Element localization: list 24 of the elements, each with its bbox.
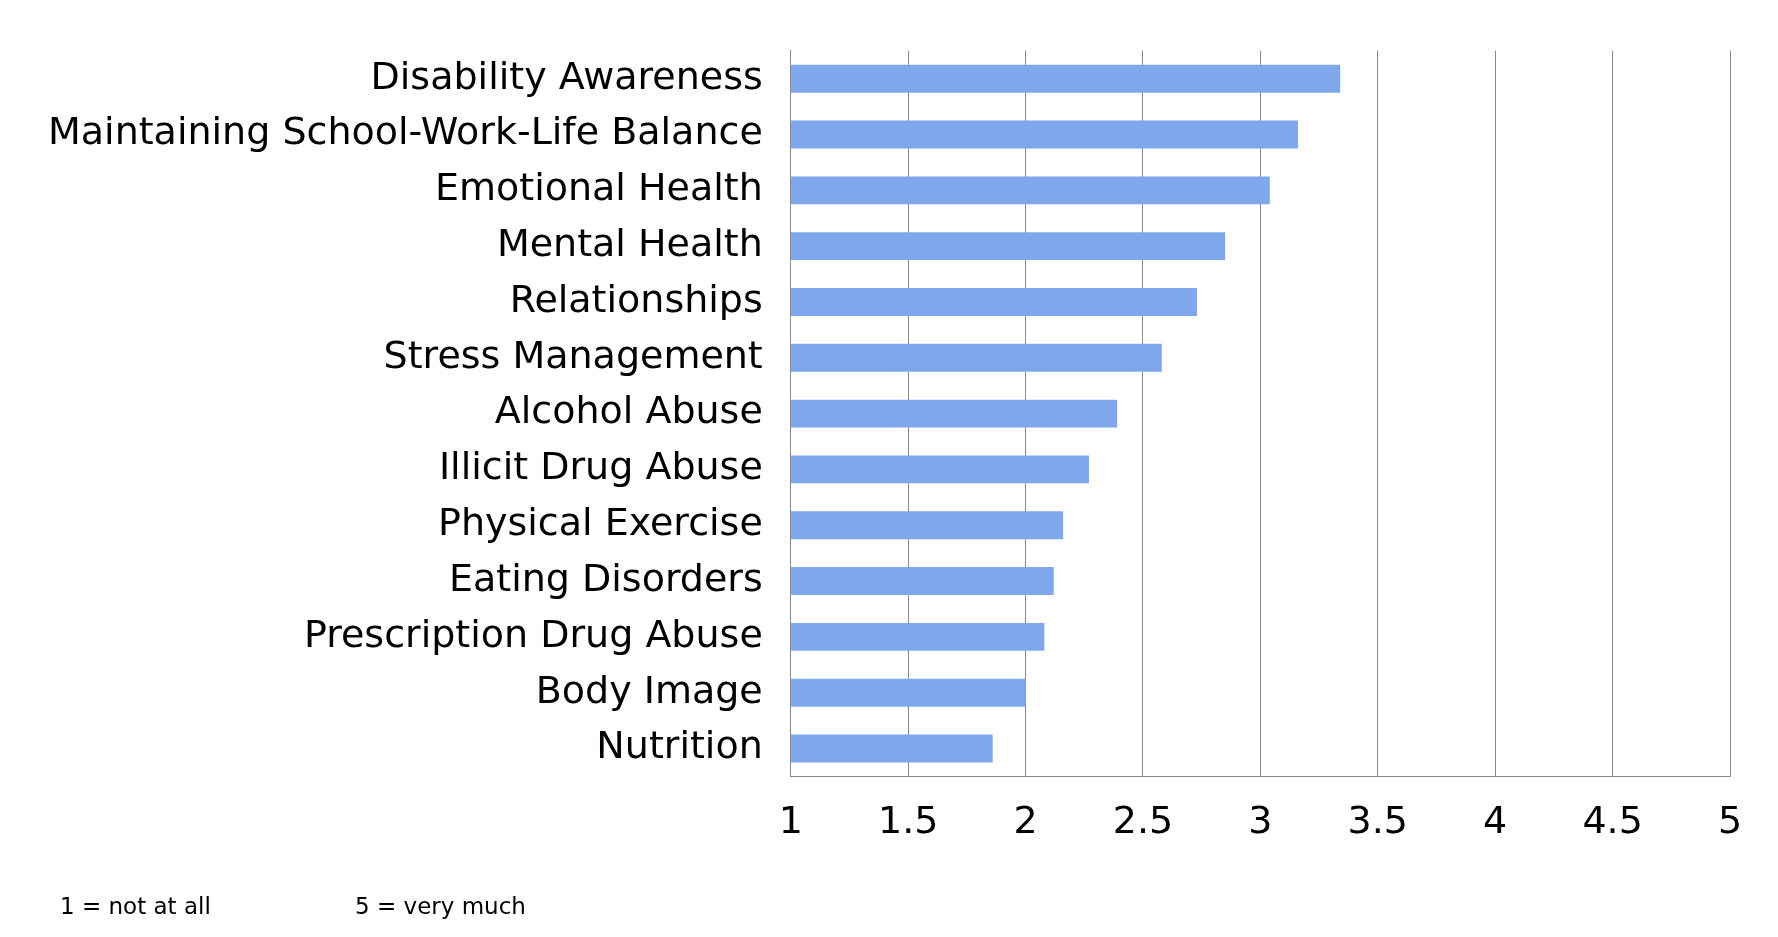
y-tick-label: Relationships xyxy=(509,276,763,321)
x-tick-label: 1.5 xyxy=(877,798,939,843)
x-tick-label: 3.5 xyxy=(1347,798,1409,843)
y-tick-label: Body Image xyxy=(535,667,763,712)
y-tick-label: Nutrition xyxy=(596,723,763,768)
x-tick-label: 2 xyxy=(1013,798,1038,843)
x-tick-label: 4 xyxy=(1483,798,1508,843)
x-tick-label: 1 xyxy=(778,798,803,843)
y-tick-label: Prescription Drug Abuse xyxy=(303,611,763,656)
y-tick-label: Alcohol Abuse xyxy=(494,388,763,433)
y-tick-label: Eating Disorders xyxy=(448,555,763,600)
y-tick-label: Emotional Health xyxy=(434,165,763,210)
x-tick-label: 5 xyxy=(1717,798,1743,843)
y-tick-label: Disability Awareness xyxy=(370,53,763,98)
text: 5 = very much xyxy=(355,893,526,919)
y-tick-label: Mental Health xyxy=(496,221,763,266)
x-tick-label: 3 xyxy=(1248,798,1273,843)
text: 1 = not at all xyxy=(60,893,211,919)
y-tick-label: Stress Management xyxy=(383,332,763,377)
y-tick-label: Illicit Drug Abuse xyxy=(438,444,763,489)
x-tick-label: 4.5 xyxy=(1582,798,1643,843)
y-tick-label: Maintaining School-Work-Life Balance xyxy=(48,109,763,154)
x-tick-label: 2.5 xyxy=(1112,798,1174,843)
y-tick-label: Physical Exercise xyxy=(437,500,763,545)
